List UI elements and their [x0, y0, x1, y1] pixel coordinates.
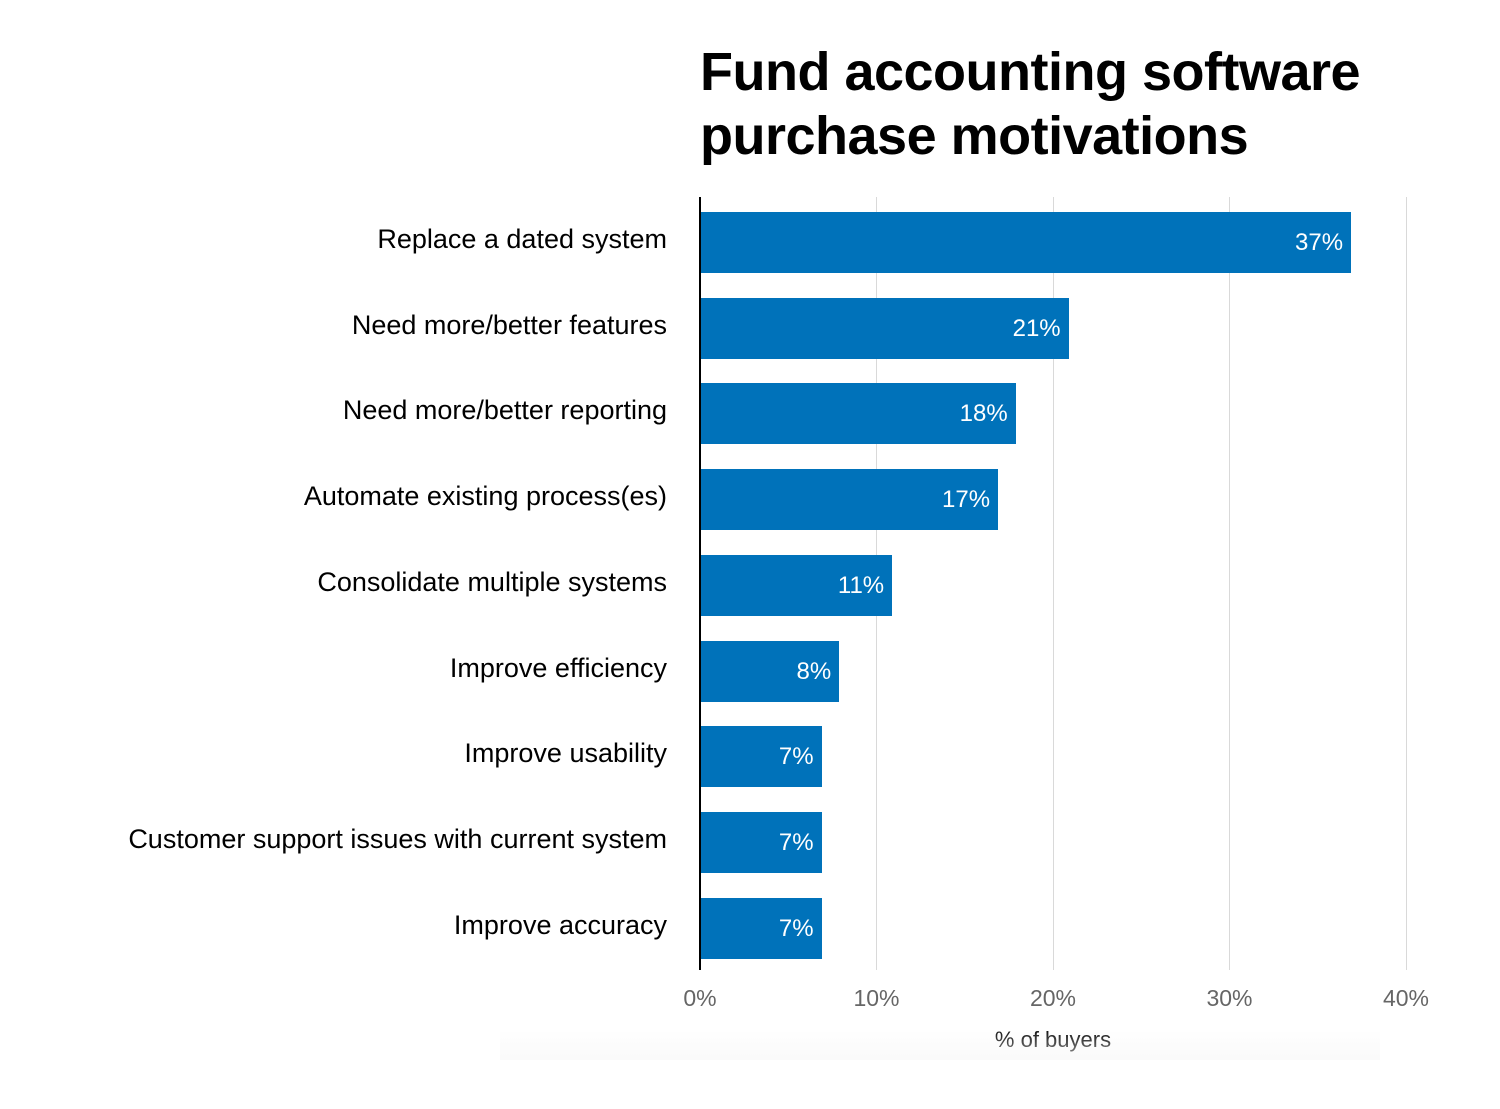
category-label: Automate existing process(es)	[303, 481, 667, 512]
chart-title-line-2: purchase motivations	[700, 106, 1249, 166]
gridline-30	[1229, 197, 1230, 970]
x-tick-label: 0%	[683, 985, 717, 1011]
x-tick-label: 10%	[853, 985, 900, 1011]
category-label: Improve efficiency	[449, 652, 667, 683]
bar: 7%	[700, 726, 822, 788]
bar: 21%	[700, 297, 1069, 359]
bar-value-label: 7%	[778, 828, 814, 856]
category-label: Need more/better reporting	[342, 395, 667, 426]
bar: 8%	[700, 640, 840, 702]
bar: 37%	[700, 212, 1352, 273]
bar-value-label: 11%	[837, 571, 885, 599]
gridline-40	[1406, 197, 1407, 970]
category-label: Customer support issues with current sys…	[128, 823, 667, 854]
bar-value-label: 7%	[778, 914, 814, 942]
chart-title: Fund accounting software purchase motiva…	[700, 40, 1460, 168]
bar: 7%	[700, 897, 822, 959]
bar-value-label: 8%	[796, 657, 832, 685]
category-label: Replace a dated system	[377, 224, 667, 254]
bar-value-label: 18%	[959, 400, 1008, 428]
bar-value-label: 21%	[1012, 314, 1061, 342]
x-tick-label: 40%	[1382, 985, 1430, 1011]
category-label: Consolidate multiple systems	[317, 566, 667, 597]
bar: 7%	[700, 811, 822, 873]
bar: 17%	[700, 469, 999, 531]
bar: 11%	[700, 554, 893, 616]
category-label: Improve usability	[464, 738, 667, 769]
bottom-fade	[500, 1030, 1380, 1060]
chart-title-line-1: Fund accounting software	[700, 42, 1361, 102]
bar-value-label: 17%	[942, 486, 991, 514]
y-axis-line	[699, 197, 701, 970]
bar: 18%	[700, 383, 1016, 445]
bar-value-label: 7%	[778, 743, 814, 771]
category-label: Improve accuracy	[453, 909, 667, 940]
x-tick-label: 30%	[1206, 985, 1253, 1011]
x-tick-label: 20%	[1029, 985, 1077, 1011]
bar-value-label: 37%	[1295, 229, 1344, 256]
gridline-20	[1053, 197, 1054, 970]
plot-area: 37% 21% 18% 17% 11% 8% 7% 7% 7%	[699, 197, 1407, 970]
category-label: Need more/better features	[351, 309, 667, 340]
